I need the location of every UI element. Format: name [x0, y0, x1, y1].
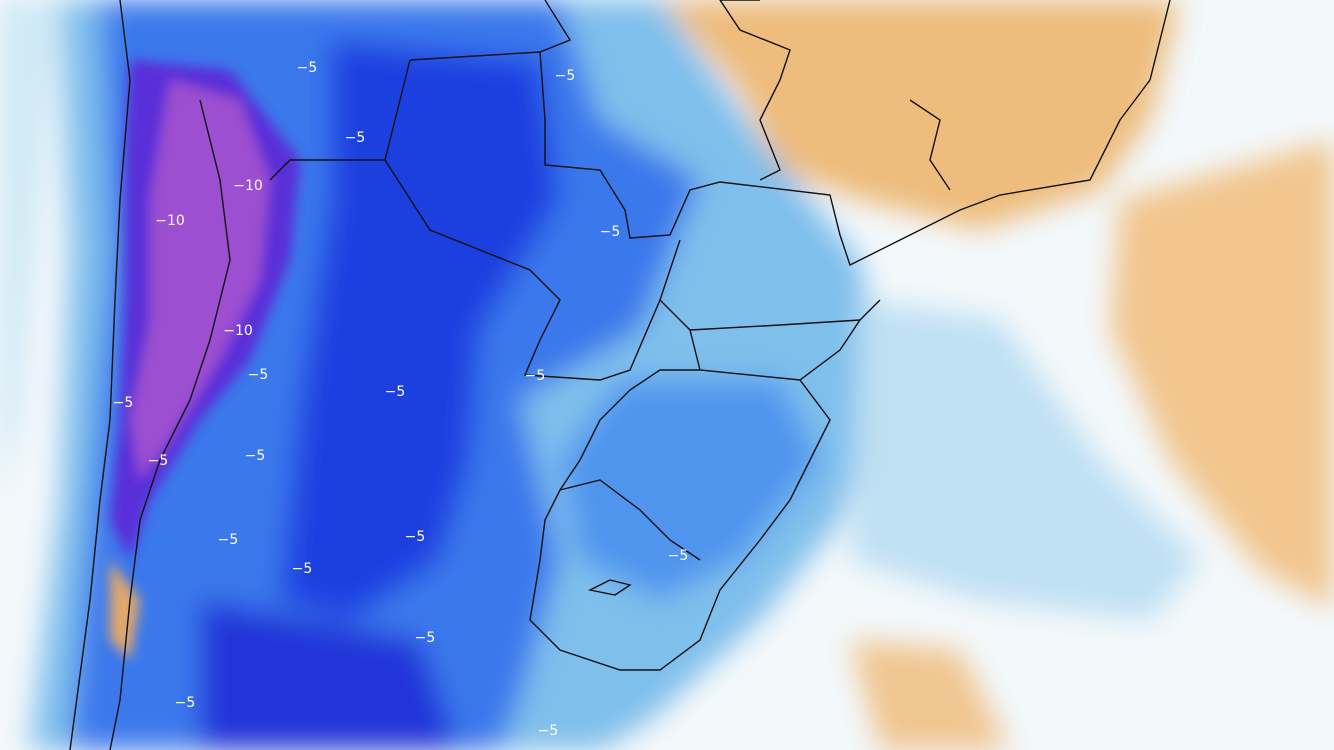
contour-label: −5 — [405, 529, 426, 545]
contour-label: −5 — [668, 548, 689, 564]
borders — [69, 0, 1171, 750]
contour-label: −5 — [415, 630, 436, 646]
contour-label: −5 — [248, 367, 269, 383]
contour-label: −5 — [555, 68, 576, 84]
contour-label: −5 — [538, 723, 559, 739]
contour-label: −5 — [600, 224, 621, 240]
contour-label: −5 — [175, 695, 196, 711]
contour-labels: −5 −5 −5 −10 −10 −5 −10 −5 −5 −5 −5 −5 −… — [113, 60, 689, 739]
contour-label: −5 — [525, 368, 546, 384]
contour-label: −5 — [245, 448, 266, 464]
contour-label: −5 — [297, 60, 318, 76]
contour-label: −10 — [223, 323, 253, 339]
contour-label: −5 — [113, 395, 134, 411]
contour-label: −5 — [148, 453, 169, 469]
contour-label: −5 — [292, 561, 313, 577]
andes-shading — [110, 60, 300, 660]
contour-label: −10 — [155, 213, 185, 229]
contour-label: −10 — [233, 178, 263, 194]
contour-label: −5 — [345, 130, 366, 146]
contour-label: −5 — [218, 532, 239, 548]
contour-label: −5 — [385, 384, 406, 400]
